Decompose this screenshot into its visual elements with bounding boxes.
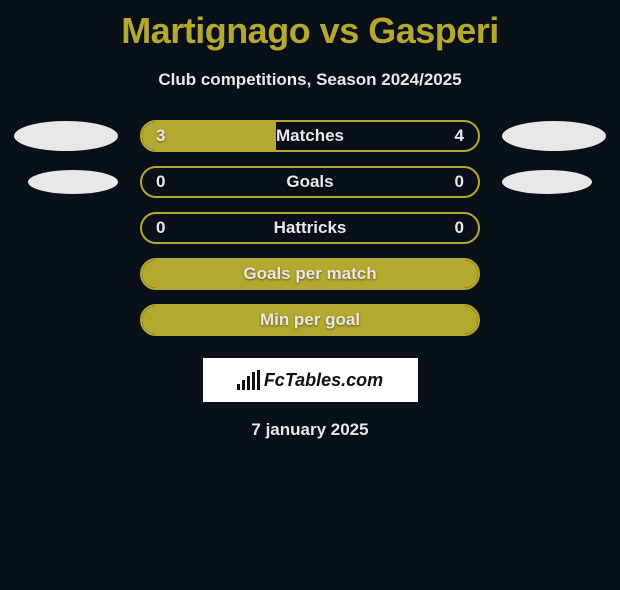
right-ellipse <box>502 121 606 151</box>
brand-logo: FcTables.com <box>203 358 418 402</box>
stat-label: Goals <box>142 172 478 192</box>
stat-row: 00Hattricks <box>0 212 620 244</box>
stat-row: Min per goal <box>0 304 620 336</box>
chart-icon <box>237 370 260 390</box>
page-title: Martignago vs Gasperi <box>0 10 620 52</box>
subtitle: Club competitions, Season 2024/2025 <box>0 70 620 90</box>
stat-row: 00Goals <box>0 166 620 198</box>
left-ellipse <box>28 170 118 194</box>
right-ellipse <box>502 170 592 194</box>
stat-bar: Min per goal <box>140 304 480 336</box>
stat-label: Goals per match <box>142 264 478 284</box>
stat-bar: 00Hattricks <box>140 212 480 244</box>
left-ellipse <box>14 121 118 151</box>
right-ellipse <box>502 259 606 289</box>
stat-label: Matches <box>142 126 478 146</box>
stat-bar: Goals per match <box>140 258 480 290</box>
stat-row: 34Matches <box>0 120 620 152</box>
left-ellipse <box>14 259 118 289</box>
snapshot-date: 7 january 2025 <box>0 420 620 440</box>
stat-bar: 00Goals <box>140 166 480 198</box>
left-ellipse <box>14 213 118 243</box>
stat-bar: 34Matches <box>140 120 480 152</box>
brand-name: FcTables.com <box>264 370 383 391</box>
stat-label: Hattricks <box>142 218 478 238</box>
right-ellipse <box>502 305 606 335</box>
stat-label: Min per goal <box>142 310 478 330</box>
left-ellipse <box>14 305 118 335</box>
stat-row: Goals per match <box>0 258 620 290</box>
stat-rows: 34Matches 00Goals 00Hattricks Goals per mat… <box>0 120 620 336</box>
right-ellipse <box>502 213 606 243</box>
